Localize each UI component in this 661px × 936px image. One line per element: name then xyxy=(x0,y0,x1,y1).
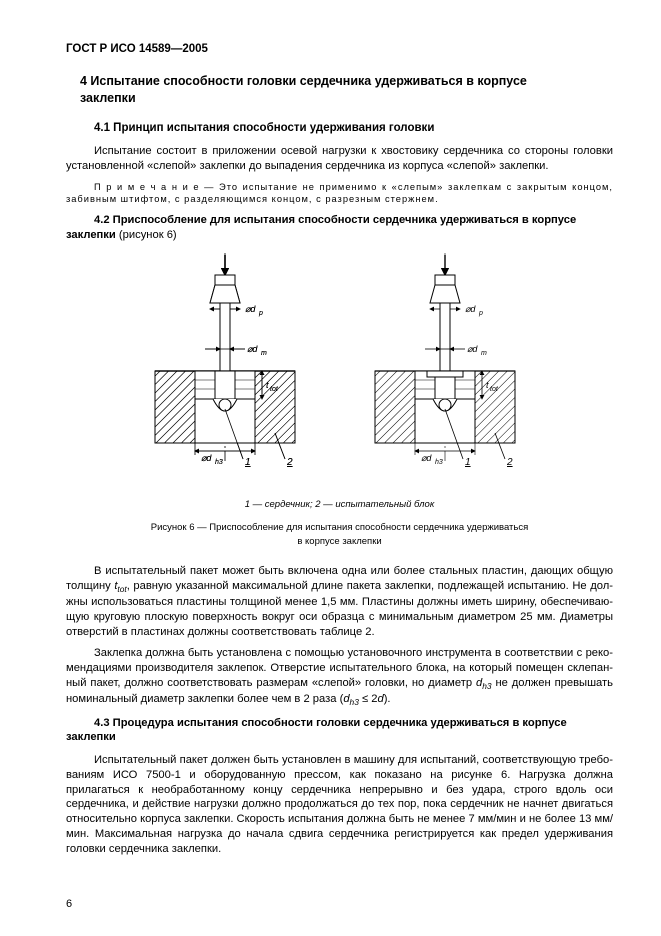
sub-4-3-title-l2: заклепки xyxy=(66,731,116,743)
sub-4-2-p2c: ). xyxy=(384,693,391,705)
dh3-sym: dh3 xyxy=(476,677,492,689)
sub-4-1-title: 4.1 Принцип испытания способности удержи… xyxy=(66,121,613,136)
section-4-title-line1: 4 Испытание способности головки сердечни… xyxy=(80,74,527,88)
sub-4-2-title-l2: заклепки xyxy=(66,229,116,241)
figure-6-legend: 1 — сердечник; 2 — испытательный блок xyxy=(66,499,613,512)
sub-4-3-title-l1: 4.3 Процедура испытания способности голо… xyxy=(94,717,567,729)
ttot-sym: ttot xyxy=(114,580,126,592)
formula: dh3 xyxy=(343,693,359,705)
figure-6-svg: ⌀dp ⌀dm ttot xyxy=(125,253,555,493)
sub-4-2-title: 4.2 Приспособление для испытания способн… xyxy=(66,213,613,243)
sub-4-3-p1: Испытательный пакет должен быть установл… xyxy=(66,753,613,856)
sub-4-2-title-l1: 4.2 Приспособление для испытания способн… xyxy=(94,214,576,226)
section-4-title: 4 Испытание способности головки сердечни… xyxy=(80,73,613,107)
figure-6-caption: Рисунок 6 — Приспособление для испытания… xyxy=(66,521,613,548)
section-4-title-line2: заклепки xyxy=(80,91,136,105)
page-number: 6 xyxy=(66,897,72,912)
figure-6: ⌀dp ⌀dm ttot xyxy=(66,253,613,493)
sub-4-1-note: П р и м е ч а н и е — Это испытание не п… xyxy=(66,181,613,206)
sub-4-1-p1: Испытание состоит в приложении осевой на… xyxy=(66,144,613,174)
sub-4-2-p1b: , равную указанной максимальной длине па… xyxy=(66,580,613,638)
ttot-sub: tot xyxy=(117,584,126,594)
formula-tail: ≤ 2 xyxy=(359,693,378,705)
sub-4-3-title: 4.3 Процедура испытания способности голо… xyxy=(66,716,613,746)
figure-6-caption-l1: Рисунок 6 — Приспособление для испытания… xyxy=(151,522,529,533)
dh3-sub: h3 xyxy=(482,681,491,691)
formula-sub: h3 xyxy=(350,697,359,707)
doc-header: ГОСТ Р ИСО 14589—2005 xyxy=(66,42,613,57)
sub-4-2-p1: В испытательный пакет может быть включен… xyxy=(66,564,613,639)
sub-4-2-p2: Заклепка должна быть установлена с помощ… xyxy=(66,646,613,708)
page: ГОСТ Р ИСО 14589—2005 4 Испытание способ… xyxy=(0,0,661,936)
figure-6-caption-l2: в корпусе заклепки xyxy=(297,536,381,547)
sub-4-2-title-tail: (рисунок 6) xyxy=(116,229,177,241)
